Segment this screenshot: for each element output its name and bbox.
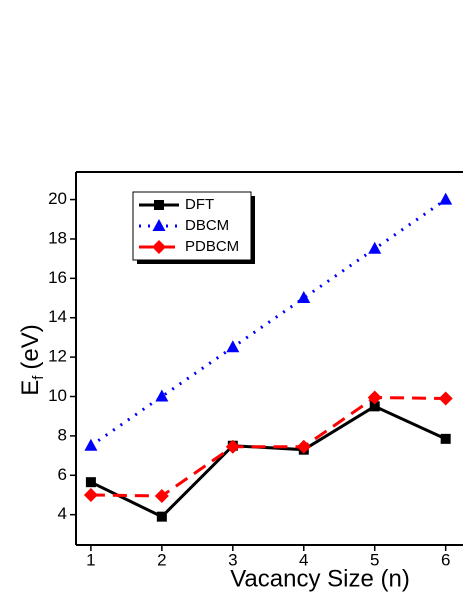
y-tick-label: 18: [48, 228, 67, 247]
y-tick-label: 6: [58, 465, 67, 484]
data-point: [438, 391, 453, 406]
data-point: [83, 487, 98, 502]
legend: DFT DBCM PDBCM: [132, 191, 255, 264]
legend-box: [132, 191, 252, 261]
legend-label: DBCM: [185, 217, 229, 234]
data-point: [369, 401, 380, 412]
data-point: [439, 192, 453, 205]
data-point: [367, 390, 382, 405]
x-tick-label: 4: [299, 550, 308, 569]
x-tick-label: 5: [370, 550, 379, 569]
y-axis-label-unit: (eV): [17, 324, 44, 369]
data-point: [297, 291, 311, 304]
y-axis-label-subscript: f: [30, 375, 47, 380]
data-point: [85, 477, 96, 488]
y-axis-label-group: Ef (eV): [17, 324, 47, 396]
y-tick-label: 12: [48, 347, 67, 366]
y-tick-label: 8: [58, 425, 67, 444]
data-point: [225, 439, 240, 454]
legend-marker: [152, 219, 166, 231]
legend-label: PDBCM: [185, 238, 239, 255]
y-tick-label: 4: [58, 504, 67, 523]
x-tick-label: 1: [86, 550, 95, 569]
y-tick-label: 10: [48, 386, 67, 405]
legend-marker: [154, 200, 164, 210]
y-axis-label: Ef (eV): [17, 324, 47, 396]
x-tick-label: 2: [157, 550, 166, 569]
data-point: [154, 488, 169, 503]
data-point: [156, 511, 167, 522]
legend-marker: [152, 240, 166, 254]
y-tick-label: 14: [48, 307, 67, 326]
legend-label: DFT: [185, 196, 214, 213]
y-tick-label: 20: [48, 189, 67, 208]
data-point: [368, 241, 382, 254]
series-line: [90, 404, 447, 519]
data-point: [296, 439, 311, 454]
x-tick-label: 6: [441, 550, 450, 569]
data-point: [84, 438, 98, 451]
y-tick-label: 16: [48, 268, 67, 287]
data-point: [440, 433, 451, 444]
x-axis-label: Vacancy Size (n): [230, 565, 410, 592]
x-tick-label: 3: [228, 550, 237, 569]
data-point: [226, 340, 240, 353]
data-point: [155, 389, 169, 402]
y-axis-label-main: E: [17, 380, 44, 396]
